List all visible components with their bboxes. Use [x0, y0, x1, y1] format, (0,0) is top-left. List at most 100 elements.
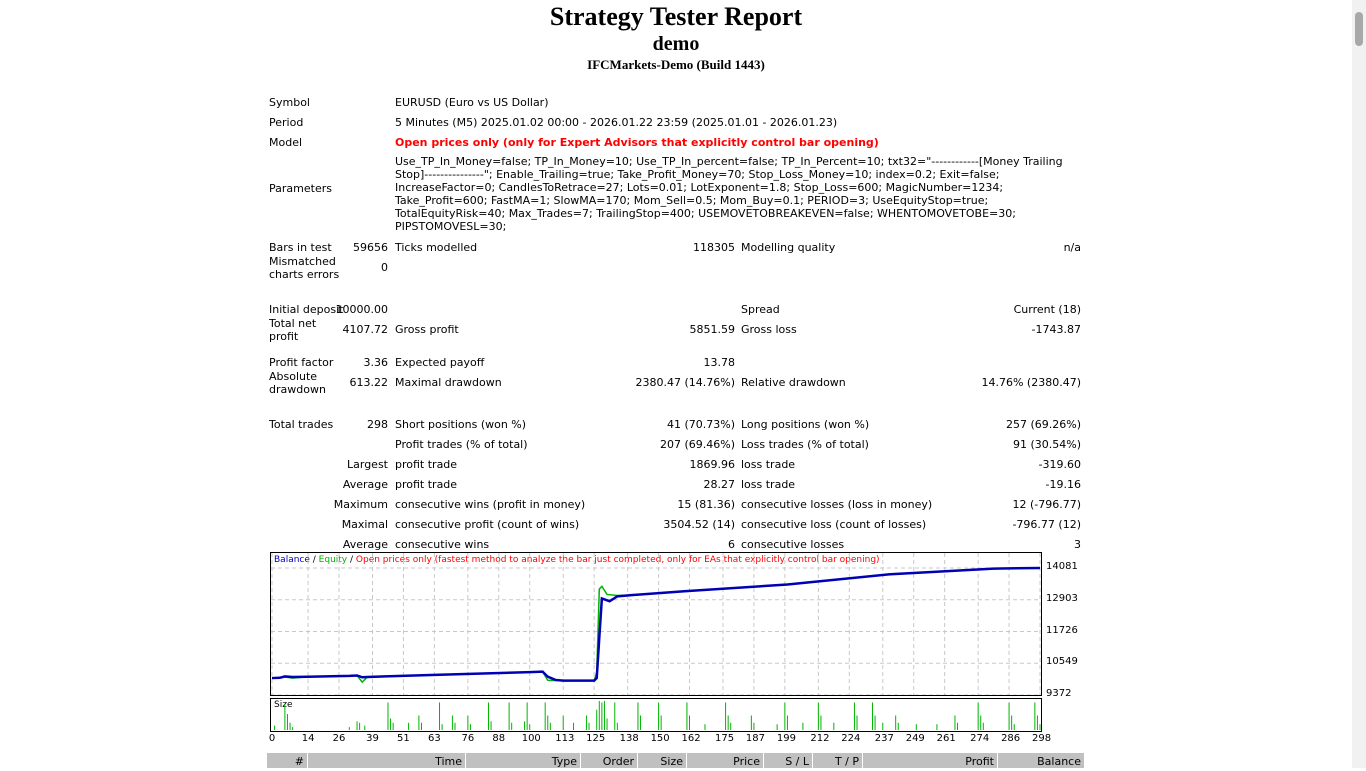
- column-header: Type: [466, 753, 581, 768]
- stat-v2: 41 (70.73%): [666, 418, 735, 431]
- equity-line: [272, 567, 1041, 684]
- balance-chart: Balance / Equity / Open prices only (fas…: [270, 552, 1042, 696]
- stat-l3: Long positions (won %): [741, 418, 870, 431]
- stat-l2: consecutive wins (profit in money): [395, 498, 586, 511]
- x-tick-label: 138: [619, 733, 639, 744]
- parameters-value: Use_TP_In_Money=false; TP_In_Money=10; U…: [395, 155, 1063, 233]
- x-tick-label: 187: [745, 733, 766, 744]
- period-value: 5 Minutes (M5) 2025.01.02 00:00 - 2026.0…: [395, 116, 838, 129]
- x-tick-label: 125: [586, 733, 606, 744]
- chart-legend: Balance / Equity / Open prices only (fas…: [274, 555, 880, 565]
- stat-v2: 1869.96: [689, 458, 736, 471]
- stat-v3: 91 (30.54%): [1012, 438, 1081, 451]
- column-header: #: [267, 753, 308, 768]
- stat-v1: 4107.72: [342, 323, 389, 336]
- balance-line: [271, 566, 1041, 682]
- y-tick-label: 11726: [1046, 624, 1078, 636]
- stat-l3: loss trade: [741, 478, 796, 491]
- legend-sep: /: [309, 555, 319, 565]
- stat-v1: Largest: [347, 458, 388, 471]
- server-name: IFCMarkets-Demo (Build 1443): [587, 57, 765, 72]
- legend-balance: Balance: [274, 555, 310, 565]
- x-tick-label: 237: [874, 733, 894, 744]
- x-tick-label: 26: [332, 733, 346, 744]
- y-tick-label: 9372: [1046, 688, 1072, 699]
- stat-v3: 14.76% (2380.47): [981, 376, 1081, 389]
- stat-l1: Initial deposit: [269, 303, 344, 316]
- stat-l3: Loss trades (% of total): [741, 438, 869, 451]
- stat-v1: 0: [381, 261, 388, 274]
- stat-l2: consecutive wins: [395, 538, 490, 551]
- stat-l2: Ticks modelled: [395, 241, 478, 254]
- stat-v3: -1743.87: [1031, 323, 1081, 336]
- size-chart: Size: [270, 698, 1042, 732]
- stat-v3: n/a: [1063, 241, 1081, 254]
- stat-l1: Total net: [269, 317, 317, 330]
- stat-v2: 15 (81.36): [677, 498, 735, 511]
- stat-v2: 207 (69.46%): [659, 438, 735, 451]
- stat-v2: 13.78: [703, 356, 736, 369]
- stat-l2: Maximal drawdown: [395, 376, 502, 389]
- stat-v1: 298: [367, 418, 388, 431]
- x-tick-label: 63: [427, 733, 441, 744]
- stat-v2: 28.27: [703, 478, 736, 491]
- x-tick-label: 39: [366, 733, 379, 744]
- stat-v3: -319.60: [1038, 458, 1081, 471]
- x-tick-label: 175: [715, 733, 735, 744]
- scrollbar[interactable]: [1352, 0, 1366, 768]
- x-tick-label: 51: [397, 733, 410, 744]
- column-header: Order: [581, 753, 638, 768]
- stat-v1: Average: [342, 538, 388, 551]
- stat-l3: consecutive loss (count of losses): [741, 518, 927, 531]
- stat-v3: -796.77 (12): [1012, 518, 1081, 531]
- stat-l2: consecutive profit (count of wins): [395, 518, 580, 531]
- stat-l2: Profit trades (% of total): [395, 438, 528, 451]
- x-tick-label: 286: [1001, 733, 1021, 744]
- column-header: Profit: [863, 753, 998, 768]
- report-subtitle: demo: [652, 33, 700, 55]
- stat-l1: Profit factor: [269, 356, 334, 369]
- stat-l3: Relative drawdown: [741, 376, 846, 389]
- model-value: Open prices only (only for Expert Adviso…: [395, 136, 879, 149]
- x-tick-label: 162: [681, 733, 701, 744]
- stat-v2: 5851.59: [689, 323, 736, 336]
- stat-v2: 2380.47 (14.76%): [635, 376, 735, 389]
- x-tick-label: 14: [301, 733, 315, 744]
- x-tick-label: 88: [492, 733, 506, 744]
- stat-l3: Spread: [741, 303, 780, 316]
- stat-v1: 3.36: [363, 356, 389, 369]
- x-tick-label: 249: [905, 733, 925, 744]
- stat-v2: 118305: [693, 241, 735, 254]
- x-tick-label: 212: [810, 733, 830, 744]
- stat-l2: profit trade: [395, 458, 458, 471]
- stat-v1: Average: [342, 478, 388, 491]
- x-tick-label: 261: [936, 733, 956, 744]
- stat-v2: 3504.52 (14): [663, 518, 735, 531]
- column-header: Time: [308, 753, 466, 768]
- stat-v3: 3: [1074, 538, 1081, 551]
- column-header: S / L: [764, 753, 813, 768]
- x-tick-label: 100: [521, 733, 541, 744]
- stat-v1: 10000.00: [335, 303, 389, 316]
- stat-l1: Bars in test: [269, 241, 332, 254]
- x-tick-label: 76: [461, 733, 475, 744]
- x-tick-label: 0: [268, 733, 276, 744]
- stat-l3: loss trade: [741, 458, 796, 471]
- stat-l3: consecutive losses: [741, 538, 845, 551]
- stat-l3: Gross loss: [741, 323, 797, 336]
- scrollbar-thumb[interactable]: [1355, 12, 1363, 46]
- stat-l1b: drawdown: [269, 383, 326, 396]
- y-tick-label: 12903: [1046, 592, 1078, 604]
- symbol-value: EURUSD (Euro vs US Dollar): [395, 96, 549, 109]
- period-label: Period: [269, 116, 304, 129]
- parameters-label: Parameters: [269, 182, 332, 195]
- stat-l1b: charts errors: [269, 268, 340, 281]
- stat-l2: Expected payoff: [395, 356, 485, 369]
- stat-v3: 257 (69.26%): [1005, 418, 1081, 431]
- stat-l1: Total trades: [269, 418, 334, 431]
- plot-area: [271, 553, 1041, 695]
- legend-model: Open prices only (fastest method to anal…: [355, 555, 880, 565]
- y-tick-label: 14081: [1046, 561, 1078, 572]
- stat-v1: Maximum: [333, 498, 388, 511]
- x-tick-label: 274: [970, 733, 990, 744]
